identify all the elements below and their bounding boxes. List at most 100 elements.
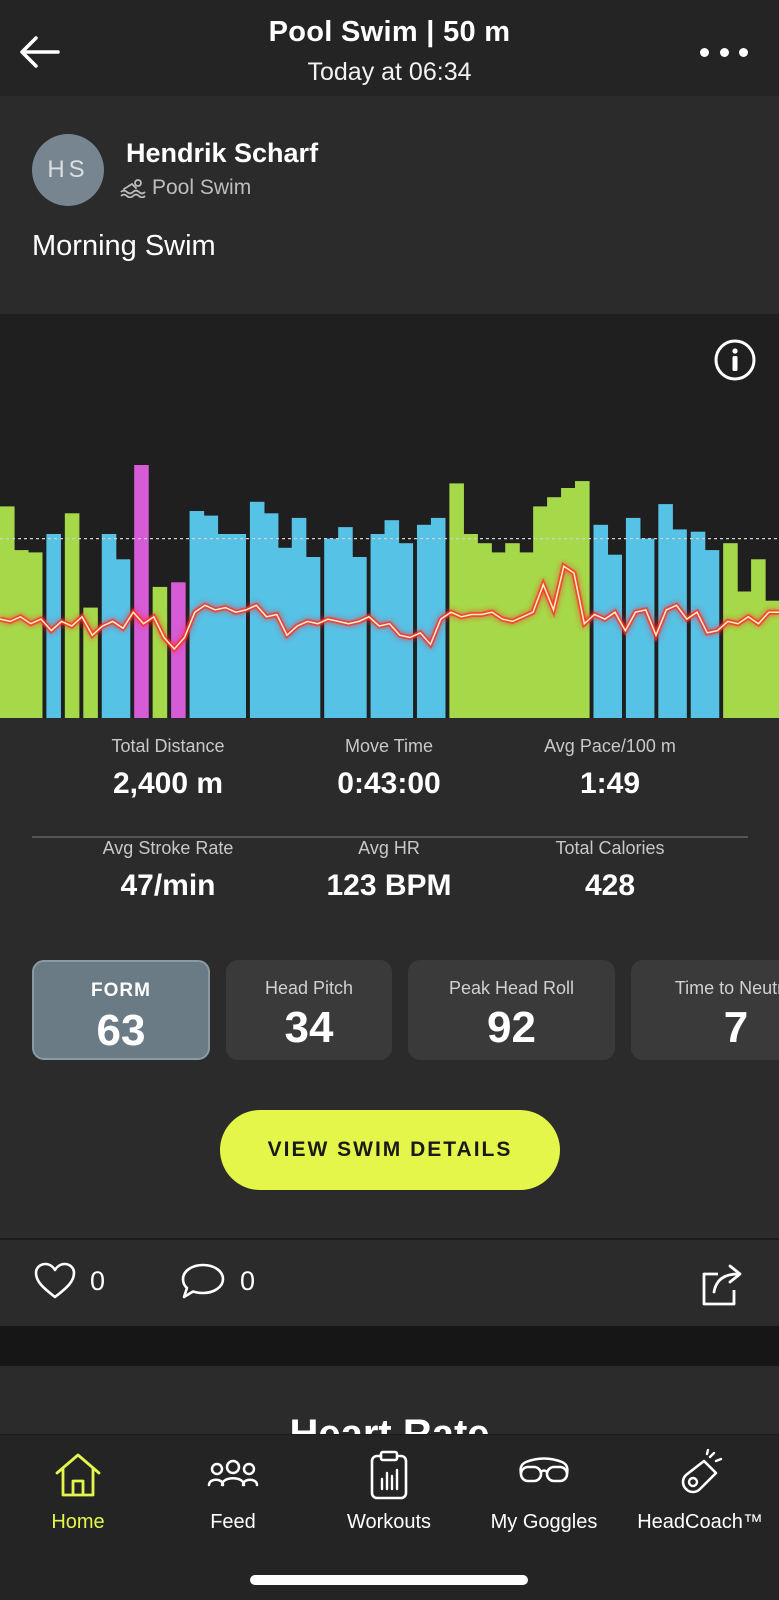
whistle-icon [681,1449,723,1494]
like-button[interactable]: 0 [34,1262,105,1300]
metric-cards: FORM 63 Head Pitch 34 Peak Head Roll 92 … [0,960,779,1060]
metric-value: 34 [284,1003,334,1052]
chart-bar-16-1 [672,529,687,718]
activity-title: Morning Swim [32,230,216,262]
share-icon [702,1264,742,1306]
sport-type: Pool Swim [120,176,251,200]
chart-bar-13-0 [449,483,464,718]
tab-label: HeadCoach™ [637,1511,763,1533]
swim-chart-svg [0,465,779,718]
chart-bar-18-1 [737,591,752,718]
stat-label: Avg Stroke Rate [102,838,234,858]
user-name[interactable]: Hendrik Scharf [126,138,319,168]
tab-home[interactable]: Home [0,1449,156,1534]
metric-label: Peak Head Roll [448,978,575,998]
swim-chart [0,314,779,718]
stat-label: Avg HR [358,838,420,858]
tab-workouts[interactable]: Workouts [311,1449,467,1534]
stat-avg-stroke-rate: Avg Stroke Rate 47/min [58,838,278,903]
chart-bar-10-2 [352,557,367,718]
metric-value: 7 [723,1003,749,1052]
tab-headcoach[interactable]: HeadCoach™ [622,1449,778,1534]
metric-card-peak-head-roll[interactable]: Peak Head Roll 92 [408,960,615,1060]
stat-total-calories: Total Calories 428 [500,838,720,903]
chart-bar-0-1 [13,550,29,718]
home-icon [55,1453,101,1497]
heart-icon [34,1262,76,1299]
back-button[interactable] [18,30,62,74]
chart-bar-13-6 [533,506,548,718]
section-separator [0,1326,779,1366]
chart-bar-13-2 [477,543,492,718]
stat-value: 1:49 [579,767,641,800]
stat-move-time: Move Time 0:43:00 [279,736,499,801]
swimmer-icon [120,179,146,198]
chart-bar-18-3 [765,600,779,718]
chart-bar-4-1 [115,559,131,718]
sport-label: Pool Swim [152,176,252,199]
chart-bar-11-2 [398,543,414,718]
chart-bar-9-3 [291,517,307,718]
chart-bar-10-0 [324,538,339,718]
chart-bar-13-8 [561,488,576,718]
chart-bar-12-0 [416,524,432,718]
chart-bar-13-5 [519,552,534,718]
stat-avg-hr: Avg HR 123 BPM [279,838,499,903]
tab-label: Home [51,1511,105,1533]
metric-value: 63 [96,1006,146,1055]
post-header: HS Hendrik Scharf Pool Swim Morning Swim [0,96,779,314]
chart-bar-4-0 [101,534,117,718]
avatar[interactable]: HS [32,134,104,206]
bottom-tab-bar: Home Feed Workouts My Goggles [0,1434,779,1600]
chart-bar-0-0 [0,506,15,718]
chart-bar-18-0 [723,543,738,718]
chart-bar-8-3 [231,534,246,718]
stat-label: Move Time [344,736,434,756]
stat-avg-pace: Avg Pace/100 m 1:49 [500,736,720,801]
metric-label: FORM [91,980,151,1001]
comment-button[interactable]: 0 [180,1262,255,1300]
chart-info-button[interactable] [713,338,757,382]
stat-value: 123 BPM [326,869,452,902]
chart-bar-9-4 [305,557,321,718]
section-title: Heart Rate [289,1412,490,1436]
metric-card-form[interactable]: FORM 63 [32,960,210,1060]
chart-bar-17-0 [690,531,706,718]
home-indicator [250,1575,528,1585]
page-subtitle: Today at 06:34 [307,58,472,86]
view-swim-details-button[interactable]: VIEW SWIM DETAILS [220,1110,560,1190]
chart-bar-2-0 [64,513,80,718]
stat-value: 0:43:00 [337,767,441,800]
chart-bar-5-0 [134,465,149,718]
chart-bar-13-9 [575,481,590,718]
tab-feed[interactable]: Feed [155,1449,311,1534]
heart-rate-line [0,564,779,651]
stat-label: Total Distance [111,736,225,756]
metric-card-head-pitch[interactable]: Head Pitch 34 [226,960,392,1060]
stat-total-distance: Total Distance 2,400 m [58,736,278,801]
chart-bar-13-3 [491,552,506,718]
tab-label: Workouts [346,1511,432,1533]
chart-bar-12-1 [430,517,446,718]
tab-my-goggles[interactable]: My Goggles [466,1449,622,1534]
metric-label: Time to Neutral [674,978,779,998]
metric-card-time-to-neutral[interactable]: Time to Neutral 7 [631,960,779,1060]
chart-bar-13-4 [505,543,520,718]
more-options-button[interactable] [700,44,748,60]
chart-bar-8-1 [203,515,219,718]
stat-label: Avg Pace/100 m [544,736,676,756]
chart-bar-15-1 [639,538,655,718]
share-button[interactable] [698,1260,746,1308]
arrow-left-icon [20,36,60,68]
clipboard-icon [370,1450,408,1500]
social-bar: 0 0 [0,1238,779,1326]
top-bar: Pool Swim | 50 m Today at 06:34 [0,0,779,96]
stat-value: 2,400 m [112,767,224,800]
chart-bar-14-0 [593,524,609,718]
chart-bar-8-2 [217,534,233,718]
chart-bar-11-1 [384,520,400,718]
stat-label: Total Calories [555,838,665,858]
page-title: Pool Swim | 50 m [268,16,511,48]
comment-count: 0 [240,1265,256,1296]
metric-value: 92 [487,1003,536,1052]
